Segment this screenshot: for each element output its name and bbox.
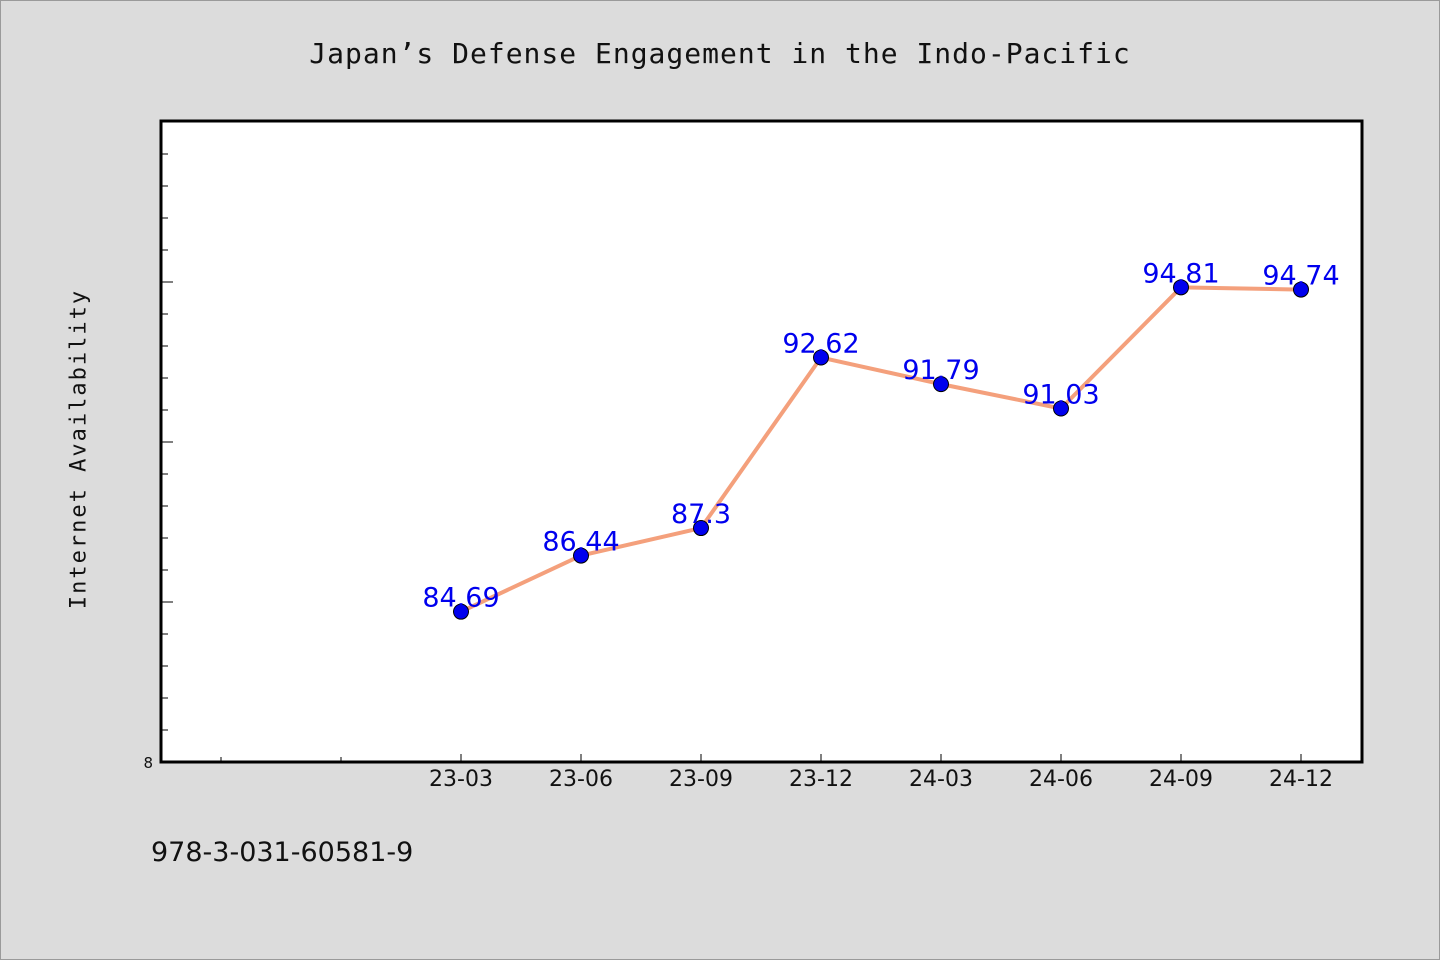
data-point	[933, 376, 949, 393]
data-label: 87.3	[671, 499, 731, 530]
isbn-text: 978-3-031-60581-9	[151, 837, 414, 868]
series-points-group	[453, 279, 1309, 620]
x-tick-label: 23-12	[789, 767, 853, 792]
data-label: 86.44	[542, 527, 619, 558]
data-point	[1293, 281, 1309, 298]
series-line-group	[460, 285, 1302, 614]
data-label: 91.03	[1022, 379, 1099, 410]
data-point	[1173, 279, 1189, 296]
data-label: 94.74	[1262, 261, 1339, 292]
data-point	[1053, 400, 1069, 417]
x-tick-label: 23-09	[669, 767, 733, 792]
y-axis-ticks	[161, 153, 173, 763]
data-label: 84.69	[422, 583, 499, 614]
data-labels-group: 84.69 86.44 87.3 92.62 91.79 91.03 94.81 94.74	[422, 258, 1339, 613]
x-tick-label: 23-03	[429, 767, 493, 792]
data-label: 92.62	[782, 329, 859, 360]
data-point	[813, 349, 829, 366]
data-label: 94.81	[1142, 258, 1219, 289]
x-tick-label: 23-06	[549, 767, 613, 792]
data-point	[453, 603, 469, 620]
data-label: 91.79	[902, 355, 979, 386]
x-tick-label: 24-06	[1029, 767, 1093, 792]
x-tick-label: 24-12	[1269, 767, 1333, 792]
x-tick-label: 24-09	[1149, 767, 1213, 792]
x-axis-ticks: 23-03 23-06 23-09 23-12 24-03 24-06 24-09 24-12	[220, 754, 1333, 792]
data-point	[693, 520, 709, 537]
x-tick-label: 24-03	[909, 767, 973, 792]
series-line	[460, 285, 1302, 614]
chart-title: Japan’s Defense Engagement in the Indo-P…	[309, 37, 1131, 70]
data-point	[573, 547, 589, 564]
y-tick-label: 8	[143, 754, 153, 772]
